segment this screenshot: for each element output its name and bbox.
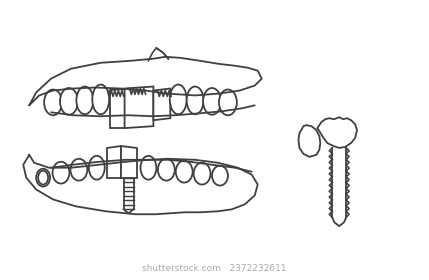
Ellipse shape xyxy=(44,90,62,115)
Polygon shape xyxy=(299,125,320,157)
Ellipse shape xyxy=(70,159,88,181)
Polygon shape xyxy=(121,146,136,178)
Ellipse shape xyxy=(89,156,105,179)
Polygon shape xyxy=(317,117,357,148)
Text: shutterstock.com · 2372232611: shutterstock.com · 2372232611 xyxy=(142,264,286,273)
Ellipse shape xyxy=(60,88,78,115)
Polygon shape xyxy=(154,88,170,120)
Ellipse shape xyxy=(36,169,50,186)
Ellipse shape xyxy=(76,87,93,114)
Ellipse shape xyxy=(203,88,221,115)
Ellipse shape xyxy=(176,161,193,183)
Ellipse shape xyxy=(170,85,187,114)
Polygon shape xyxy=(107,146,121,178)
Polygon shape xyxy=(110,88,124,128)
Ellipse shape xyxy=(38,171,48,185)
Ellipse shape xyxy=(219,90,237,115)
Ellipse shape xyxy=(193,163,211,185)
Ellipse shape xyxy=(92,85,109,114)
Ellipse shape xyxy=(140,156,157,179)
Ellipse shape xyxy=(212,166,228,186)
Ellipse shape xyxy=(187,87,204,114)
Ellipse shape xyxy=(53,162,69,184)
Polygon shape xyxy=(124,87,154,128)
Ellipse shape xyxy=(158,159,175,181)
